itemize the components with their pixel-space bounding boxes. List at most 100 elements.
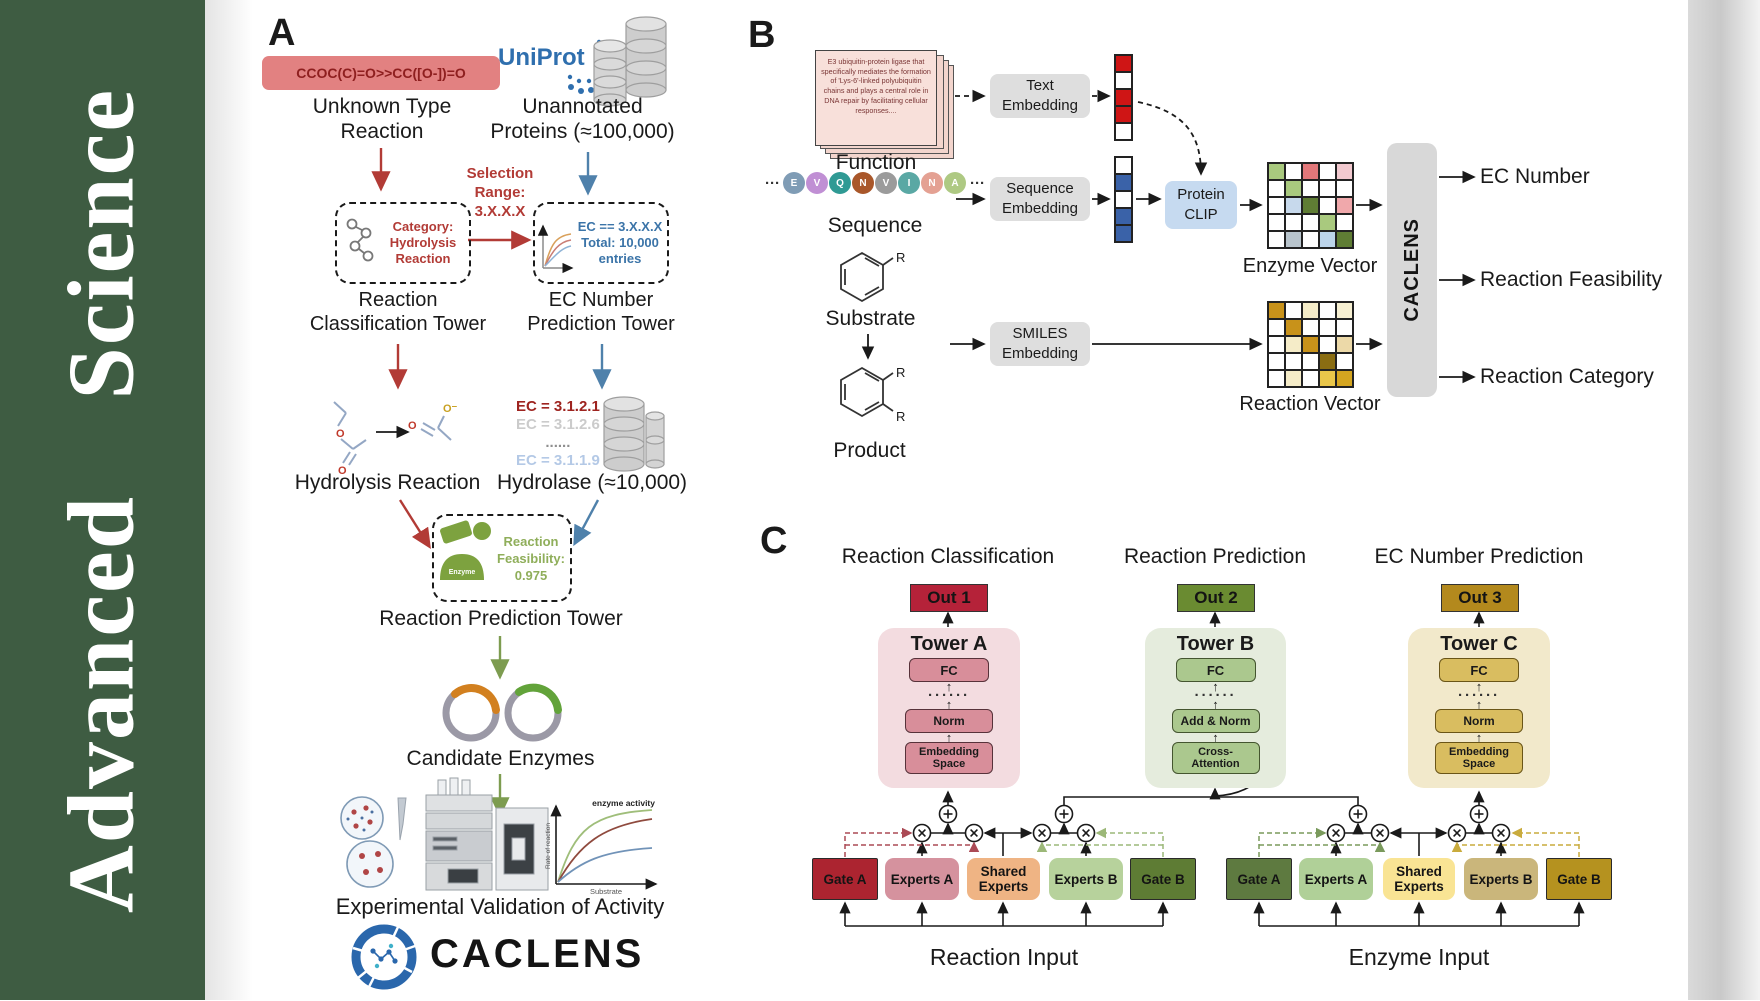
journal-title: Advanced Science: [49, 87, 154, 914]
vector-cell: [1337, 198, 1352, 213]
reaction-prediction-tower-label: Reaction Prediction Tower: [379, 607, 623, 630]
vector-cell: [1320, 232, 1335, 247]
sequence-embedding-vector: [1114, 156, 1133, 243]
up-arrow-icon: ↑: [1475, 697, 1483, 712]
sequence-residues: ··· E V Q N V I N A ···: [762, 172, 988, 194]
vector-cell: [1320, 181, 1335, 196]
mini-plot-title: enzyme activity: [592, 798, 655, 808]
ec-number-prediction-title: EC Number Prediction: [1374, 545, 1584, 568]
vector-cell: [1286, 303, 1301, 318]
smiles-reaction-box: CCOC(C)=O>>CC([O-])=O: [262, 56, 500, 90]
up-arrow-icon: ↑: [1212, 679, 1219, 694]
plasmid-icon: [442, 683, 562, 742]
residue: V: [806, 172, 828, 194]
reaction-gate-b-lines: [1036, 827, 1164, 857]
out3-box: Out 3: [1441, 584, 1519, 612]
svg-text:O⁻: O⁻: [443, 403, 458, 415]
caclens-logo-icon: [351, 924, 417, 990]
ec-entry: EC = 3.1.2.1: [516, 398, 600, 415]
vector-cell: [1337, 337, 1352, 352]
feasibility-dashed-box: Reaction Feasibility: 0.975: [432, 514, 572, 602]
svg-text:O: O: [408, 420, 417, 432]
tower-b: Tower B FC ↑ ······ ↑ Add & Norm ↑ Cross…: [1145, 628, 1286, 788]
hydrolysis-reaction-label: Hydrolysis Reaction: [294, 471, 481, 494]
vector-cell: [1116, 73, 1131, 88]
ec-range-box-text: EC == 3.X.X.X Total: 10,000 entries: [577, 219, 663, 266]
reaction-experts-b: Experts B: [1049, 858, 1123, 900]
vector-cell: [1286, 164, 1301, 179]
vector-cell: [1337, 303, 1352, 318]
tower-b-input-junction: [1063, 787, 1359, 805]
up-arrow-icon: ↑: [1475, 730, 1483, 745]
vector-cell: [1303, 164, 1318, 179]
residue: V: [875, 172, 897, 194]
product-r-label-1: R: [896, 365, 905, 380]
vector-cell: [1320, 371, 1335, 386]
vector-cell: [1337, 181, 1352, 196]
reaction-vector-label: Reaction Vector: [1239, 393, 1381, 415]
vector-cell: [1337, 215, 1352, 230]
reaction-vector-grid: [1267, 301, 1354, 388]
vector-cell: [1337, 320, 1352, 335]
up-arrow-icon: ↑: [945, 679, 953, 694]
vector-cell: [1269, 354, 1284, 369]
tower-b-title: Tower B: [1176, 633, 1255, 655]
vector-cell: [1320, 198, 1335, 213]
tower-c-title: Tower C: [1440, 633, 1518, 655]
text-embedding-box: Text Embedding: [990, 74, 1090, 118]
selection-range-label: Selection Range: 3.X.X.X: [466, 165, 534, 220]
up-arrow-icon: ↑: [945, 730, 953, 745]
database-icon: [593, 16, 667, 107]
enzyme-vector-grid: [1267, 162, 1354, 249]
output-ec-number: EC Number: [1480, 165, 1590, 188]
protein-clip-box: Protein CLIP: [1165, 181, 1237, 229]
substrate-label: Substrate: [825, 307, 916, 330]
tower-c-norm: Norm: [1435, 709, 1523, 733]
tower-a-embedding-space: Embedding Space: [905, 742, 993, 774]
category-box-text: Category: Hydrolysis Reaction: [389, 219, 457, 266]
vector-cell: [1303, 215, 1318, 230]
substrate-benzene-icon: R: [840, 250, 905, 303]
output-reaction-feasibility: Reaction Feasibility: [1480, 268, 1663, 291]
reaction-gate-a: Gate A: [812, 858, 878, 900]
vector-cell: [1303, 232, 1318, 247]
ec-range-dashed-box: EC == 3.X.X.X Total: 10,000 entries: [533, 202, 669, 284]
caclens-module-label: CACLENS: [1400, 218, 1423, 322]
vector-cell: [1286, 371, 1301, 386]
reaction-input-bus: [839, 901, 1169, 927]
enzyme-gate-b: Gate B: [1546, 858, 1612, 900]
vector-cell: [1269, 337, 1284, 352]
caclens-module-box: CACLENS: [1387, 143, 1437, 397]
output-reaction-category: Reaction Category: [1480, 365, 1654, 388]
tower-a-norm: Norm: [905, 709, 993, 733]
ec-number-list: EC = 3.1.2.1 EC = 3.1.2.6 ...... EC = 3.…: [516, 398, 600, 470]
product-benzene-icon: R R: [840, 365, 905, 424]
residue: Q: [829, 172, 851, 194]
product-r-label-2: R: [896, 409, 905, 424]
vector-cell: [1303, 181, 1318, 196]
panel-c-label: C: [760, 520, 788, 562]
arrow-hydrolase-to-feasibility: [573, 499, 600, 547]
vector-cell: [1320, 164, 1335, 179]
vector-cell: [1269, 371, 1284, 386]
arrow-text-vector-to-clip: [1137, 101, 1208, 176]
vector-cell: [1286, 337, 1301, 352]
vector-cell: [1337, 164, 1352, 179]
vector-cell: [1337, 371, 1352, 386]
vector-cell: [1269, 215, 1284, 230]
vector-cell: [1320, 215, 1335, 230]
sequence-label: Sequence: [827, 214, 923, 237]
enzyme-gate-a: Gate A: [1226, 858, 1292, 900]
svg-text:O: O: [336, 428, 345, 440]
petri-dish-icon: [340, 796, 407, 888]
vector-cell: [1286, 232, 1301, 247]
vector-cell: [1303, 371, 1318, 386]
tower-b-add-norm: Add & Norm: [1171, 709, 1260, 733]
page-edge-shadow-left: [205, 0, 253, 1000]
vector-cell: [1269, 232, 1284, 247]
enzyme-experts-b: Experts B: [1464, 858, 1538, 900]
uniprot-logo: UniProt: [498, 44, 585, 71]
vector-cell: [1269, 164, 1284, 179]
unknown-reaction-label: Unknown Type Reaction: [312, 95, 452, 143]
residue: A: [944, 172, 966, 194]
